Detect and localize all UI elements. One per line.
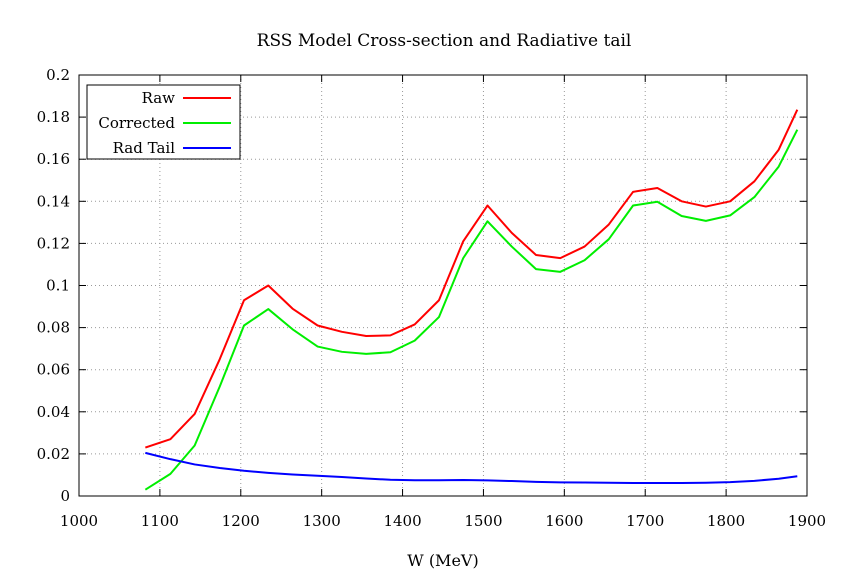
- x-tick-label: 1500: [464, 512, 502, 530]
- x-tick-label: 1600: [545, 512, 583, 530]
- y-tick-label: 0.12: [37, 234, 70, 252]
- y-tick-label: 0.08: [37, 319, 70, 337]
- legend: Raw Corrected Rad Tail: [86, 84, 241, 160]
- y-tick-label: 0.06: [37, 361, 70, 379]
- y-tick-label: 0.16: [37, 150, 70, 168]
- x-tick-label: 1700: [626, 512, 664, 530]
- x-tick-label: 1400: [383, 512, 421, 530]
- axis-ticks: 1000 1100 1200 1300 1400 1500 1600 1700 1800 1900…: [37, 66, 827, 530]
- y-tick-label: 0.1: [46, 277, 70, 295]
- x-tick-label: 1200: [222, 512, 260, 530]
- chart-title: RSS Model Cross-section and Radiative ta…: [257, 31, 632, 51]
- x-tick-label: 1000: [60, 512, 98, 530]
- y-tick-label: 0: [60, 487, 70, 505]
- y-tick-label: 0.2: [46, 66, 70, 84]
- y-tick-label: 0.14: [37, 192, 70, 210]
- x-axis-label: W (MeV): [407, 551, 478, 570]
- series-line-raw: [145, 109, 799, 449]
- y-tick-label: 0.18: [37, 108, 70, 126]
- y-tick-label: 0.04: [37, 403, 70, 421]
- x-tick-label: 1100: [141, 512, 179, 530]
- series-line-rad-tail: [145, 451, 798, 484]
- legend-label-raw: Raw: [142, 89, 176, 107]
- x-tick-label: 1800: [707, 512, 745, 530]
- legend-label-rad-tail: Rad Tail: [113, 139, 176, 157]
- legend-label-corrected: Corrected: [98, 114, 175, 132]
- series-line-corrected: [144, 129, 799, 491]
- grid: [79, 75, 807, 496]
- x-tick-label: 1900: [788, 512, 826, 530]
- y-tick-label: 0.02: [37, 445, 70, 463]
- series-lines: [144, 109, 799, 491]
- x-tick-label: 1300: [303, 512, 341, 530]
